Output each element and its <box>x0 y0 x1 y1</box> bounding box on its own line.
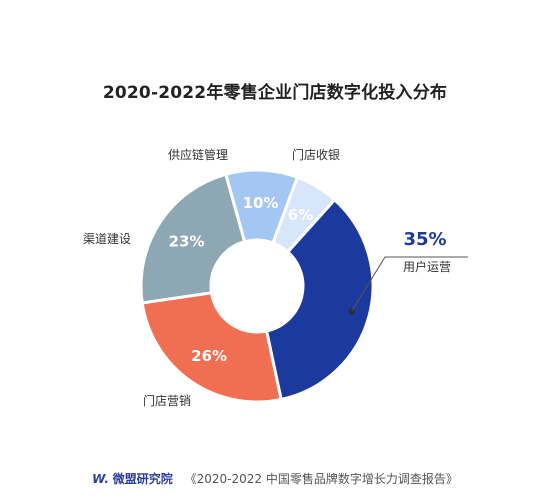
footer: W. 微盟研究院 《2020-2022 中国零售品牌数字增长力调查报告》 <box>0 470 550 487</box>
slice-value-label: 26% <box>191 347 227 365</box>
category-label: 门店营销 <box>143 393 191 408</box>
slice-2 <box>140 291 283 404</box>
chart-title: 2020-2022年零售企业门店数字化投入分布 <box>102 83 448 103</box>
brand-logo: W. <box>92 472 109 486</box>
callout-line <box>351 256 468 312</box>
slice-value-label: 10% <box>243 194 279 212</box>
callout-value-label: 35% <box>403 229 446 250</box>
category-label: 供应链管理 <box>168 147 228 162</box>
donut-chart: 用户运营 26% 门店营销 23% 渠道建设 10% 供应链管理 6% 门店收银 35% <box>83 147 468 408</box>
category-label: 门店收银 <box>292 147 340 162</box>
slice-value-label: 23% <box>169 232 205 250</box>
slice-5 <box>271 175 337 254</box>
category-label: 渠道建设 <box>83 232 131 246</box>
slice-3 <box>139 172 247 305</box>
slice-value-label: 6% <box>288 206 313 224</box>
category-label: 用户运营 <box>403 259 451 274</box>
source-citation: 《2020-2022 中国零售品牌数字增长力调查报告》 <box>184 472 458 486</box>
slice-1 <box>264 197 375 402</box>
brand-name: 微盟研究院 <box>112 472 173 486</box>
